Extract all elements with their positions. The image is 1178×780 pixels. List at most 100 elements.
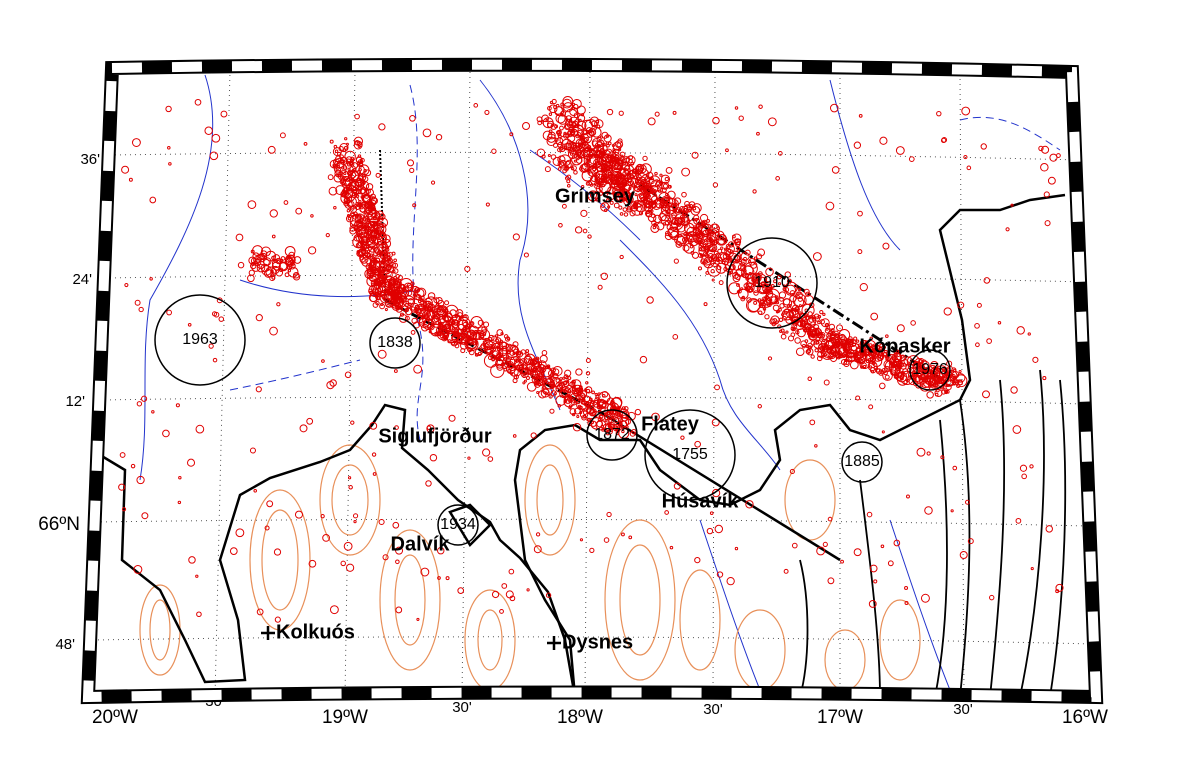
quake: [618, 420, 628, 429]
quake: [809, 331, 814, 335]
quake: [394, 425, 399, 430]
quake: [602, 423, 612, 432]
quake: [395, 546, 404, 555]
quake: [537, 364, 542, 369]
quake: [570, 166, 575, 171]
quake: [416, 617, 420, 621]
quake: [1019, 464, 1028, 472]
quake: [906, 368, 912, 373]
quake: [753, 256, 758, 260]
quake: [561, 203, 567, 209]
quake: [619, 151, 626, 158]
quake: [624, 162, 629, 166]
quake: [901, 358, 909, 367]
quake: [235, 233, 244, 242]
quake: [629, 210, 636, 217]
quake: [689, 204, 694, 209]
quake: [335, 185, 346, 196]
quake: [549, 408, 555, 414]
quake: [629, 430, 636, 437]
quake: [800, 340, 807, 348]
quake: [430, 180, 436, 185]
quake: [634, 408, 642, 416]
quake: [881, 430, 885, 434]
quake: [662, 222, 667, 226]
quake: [548, 104, 558, 114]
quake: [347, 167, 351, 171]
quake: [364, 220, 376, 232]
quake: [593, 165, 597, 169]
quake: [358, 173, 367, 182]
quake: [822, 541, 828, 547]
quake: [357, 249, 365, 257]
quake: [121, 507, 127, 512]
quake: [1029, 464, 1034, 469]
quake: [889, 356, 900, 367]
quake: [783, 568, 789, 574]
quake: [792, 293, 807, 308]
quake: [211, 133, 221, 143]
quake: [343, 200, 349, 207]
quake: [523, 252, 529, 258]
quake: [212, 357, 218, 363]
quake: [952, 375, 957, 380]
quake: [610, 416, 614, 420]
quake: [684, 200, 690, 207]
quake: [889, 365, 900, 376]
quake: [710, 269, 715, 274]
quake: [306, 417, 314, 425]
quake: [491, 342, 501, 352]
quake: [794, 323, 798, 327]
quake: [681, 167, 691, 177]
quake: [395, 274, 400, 279]
quake: [361, 244, 367, 250]
quake: [683, 242, 695, 254]
quake: [474, 348, 483, 357]
quake: [665, 166, 673, 174]
quake: [800, 322, 804, 326]
quake: [650, 195, 659, 204]
quake: [395, 606, 403, 614]
quake: [584, 386, 593, 394]
quake: [605, 134, 610, 138]
quake: [651, 412, 660, 422]
quake: [866, 511, 873, 518]
quake: [879, 369, 885, 375]
quake: [633, 185, 638, 189]
quake: [652, 225, 657, 230]
quake: [764, 314, 770, 320]
quake: [607, 422, 614, 429]
quake: [303, 142, 308, 146]
quake: [610, 176, 625, 191]
quake: [930, 360, 939, 370]
quake: [944, 389, 949, 394]
quake: [703, 238, 708, 242]
quake: [248, 256, 257, 265]
quake: [636, 189, 640, 193]
event-circle: [369, 317, 421, 369]
quake: [941, 137, 948, 143]
quake: [382, 554, 389, 561]
frame: [80, 57, 1104, 705]
quake: [569, 408, 577, 415]
quake: [541, 114, 549, 123]
quake: [888, 361, 901, 373]
quake: [572, 121, 577, 126]
quake: [778, 317, 784, 322]
quake: [745, 500, 754, 509]
quake: [712, 239, 718, 246]
quake: [908, 156, 915, 163]
quake: [823, 379, 830, 386]
quake: [579, 538, 584, 542]
quake: [929, 372, 936, 380]
quake: [381, 223, 387, 228]
quake: [895, 349, 900, 354]
quake: [658, 213, 667, 222]
quake: [618, 110, 624, 116]
quake: [1030, 567, 1034, 571]
quake: [136, 475, 145, 485]
quake: [583, 136, 589, 142]
quake: [413, 309, 418, 313]
quake: [365, 254, 369, 258]
quake: [757, 310, 763, 315]
